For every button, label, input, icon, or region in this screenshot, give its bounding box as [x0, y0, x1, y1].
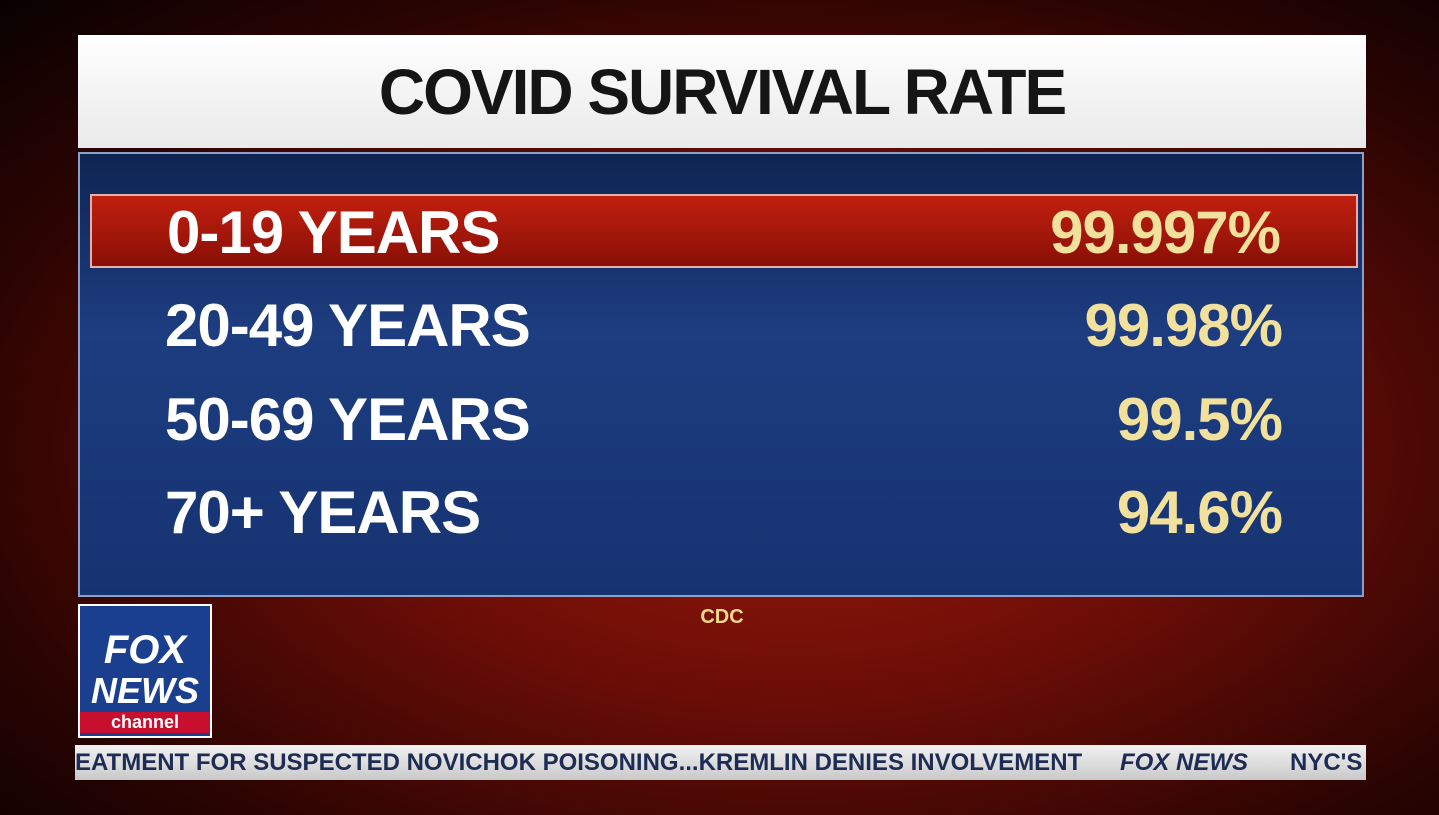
ticker-brand: FOX NEWS	[1120, 749, 1249, 776]
table-row: 20-49 YEARS 99.98%	[90, 289, 1358, 363]
table-panel: 0-19 YEARS 99.997% 20-49 YEARS 99.98% 50-69 …	[78, 152, 1364, 597]
source: CDC	[700, 606, 744, 628]
table-row: 0-19 YEARS 99.997%	[90, 194, 1358, 268]
survival-rate: 99.5%	[1116, 386, 1283, 453]
survival-rate: 99.997%	[1050, 199, 1281, 266]
ticker-next: NYC'S	[1290, 749, 1363, 776]
survival-rate: 99.98%	[1084, 292, 1283, 359]
logo-fox: FOX	[103, 628, 187, 672]
logo: FOX NEWS channel	[78, 604, 212, 738]
logo-news: NEWS	[91, 670, 199, 711]
ticker-text: EATMENT FOR SUSPECTED NOVICHOK POISONING…	[75, 749, 1083, 776]
table-row: 70+ YEARS 94.6%	[90, 476, 1358, 550]
age-group: 50-69 YEARS	[165, 386, 531, 453]
survival-rate: 94.6%	[1116, 479, 1283, 546]
ticker: EATMENT FOR SUSPECTED NOVICHOK POISONING…	[75, 745, 1366, 780]
logo-channel: channel	[80, 712, 210, 733]
age-group: 0-19 YEARS	[167, 199, 500, 266]
age-group: 70+ YEARS	[165, 479, 481, 546]
age-group: 20-49 YEARS	[165, 292, 531, 359]
title-box: COVID SURVIVAL RATE	[78, 35, 1366, 148]
table-row: 50-69 YEARS 99.5%	[90, 383, 1358, 457]
title: COVID SURVIVAL RATE	[378, 55, 1067, 128]
